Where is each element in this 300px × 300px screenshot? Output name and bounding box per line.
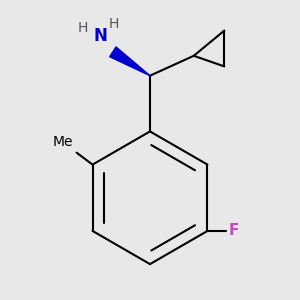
Polygon shape bbox=[110, 47, 150, 76]
Text: H: H bbox=[77, 21, 88, 34]
Text: F: F bbox=[229, 224, 239, 238]
Text: N: N bbox=[94, 27, 108, 45]
Text: Me: Me bbox=[52, 135, 73, 149]
Text: H: H bbox=[109, 16, 119, 31]
